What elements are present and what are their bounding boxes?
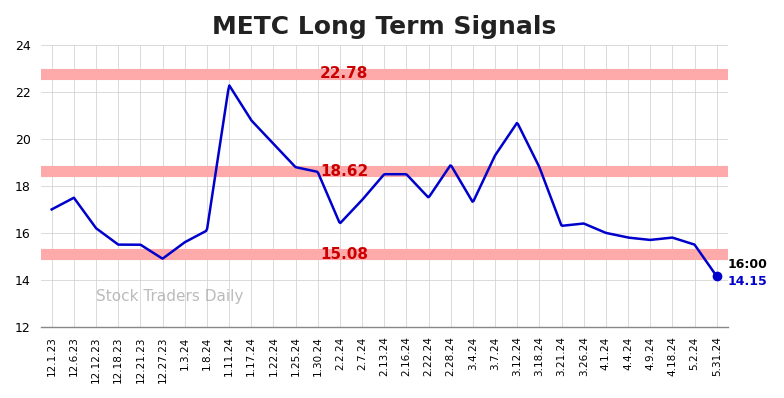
Title: METC Long Term Signals: METC Long Term Signals <box>212 15 557 39</box>
Text: 16:00: 16:00 <box>728 258 768 271</box>
Text: 18.62: 18.62 <box>320 164 368 179</box>
Text: 14.15: 14.15 <box>728 275 768 288</box>
Text: Stock Traders Daily: Stock Traders Daily <box>96 289 243 304</box>
Text: 15.08: 15.08 <box>321 247 368 262</box>
Text: 22.78: 22.78 <box>320 66 368 81</box>
